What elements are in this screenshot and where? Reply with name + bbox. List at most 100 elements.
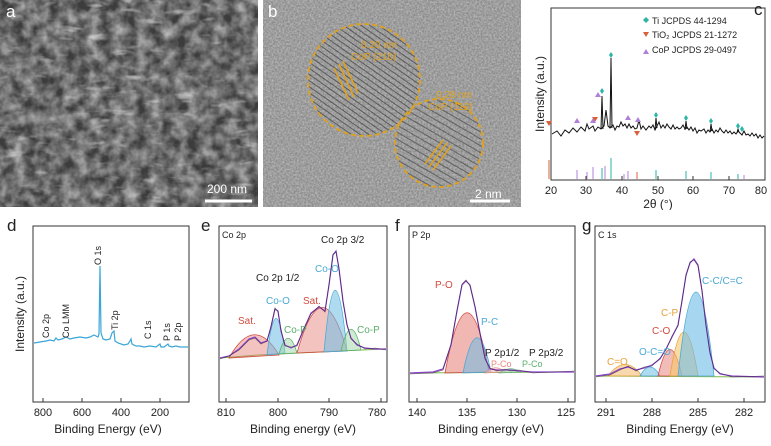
svg-text:60: 60 xyxy=(687,185,699,197)
panel-letter: f xyxy=(395,216,400,235)
x-axis-label: Binding energy (eV) xyxy=(438,422,544,436)
x-axis-label: Binding Energy (eV) xyxy=(54,422,161,436)
panel-b-hrtem-image: 0.20 nm CoP (210) 0.28 nm CoP (112) 2 nm… xyxy=(263,0,521,207)
legend-cop: CoP JCPDS 29-0497 xyxy=(652,45,737,55)
reference-sticks xyxy=(548,158,745,179)
svg-text:Co LMM: Co LMM xyxy=(61,304,71,338)
survey-spectrum xyxy=(33,265,188,348)
p2p-chart: 140 135 130 125 Binding energy (eV) P 2p… xyxy=(408,225,576,436)
svg-text:140: 140 xyxy=(408,407,426,419)
hrtem-micrograph: 0.20 nm CoP (210) 0.28 nm CoP (112) 2 nm xyxy=(263,0,521,207)
panel-letter: e xyxy=(201,216,211,235)
svg-text:P 2p3/2: P 2p3/2 xyxy=(529,348,564,359)
svg-text:800: 800 xyxy=(34,407,52,419)
svg-text:P 1s: P 1s xyxy=(162,323,172,341)
panel-d-xps-survey: 800 600 400 200 Binding Energy (eV) Inte… xyxy=(0,213,196,441)
svg-text:Co 2p 3/2: Co 2p 3/2 xyxy=(321,235,365,246)
chart-title: Co 2p xyxy=(222,230,246,240)
svg-text:Co-O: Co-O xyxy=(315,264,339,275)
panel-f-p2p: 140 135 130 125 Binding energy (eV) P 2p… xyxy=(393,213,579,441)
svg-text:P-O: P-O xyxy=(435,280,453,291)
panel-e-co2p: 810 800 790 780 Binding energy (eV) Co 2… xyxy=(199,213,393,441)
svg-text:O 1s: O 1s xyxy=(93,245,103,265)
peak-labels: C-C/C=C C-P C-O O-C=O C=O xyxy=(607,276,743,368)
svg-text:P 2p1/2: P 2p1/2 xyxy=(485,348,520,359)
svg-text:200: 200 xyxy=(151,407,169,419)
svg-text:135: 135 xyxy=(458,407,476,419)
chart-title: C 1s xyxy=(598,230,617,240)
svg-text:30: 30 xyxy=(580,185,592,197)
panel-letter: c xyxy=(754,0,763,19)
x-axis-label: 2θ (°) xyxy=(643,197,672,210)
x-axis-label: Binding Energy (eV) xyxy=(626,422,733,436)
svg-text:C-O: C-O xyxy=(652,326,671,337)
svg-text:Sat.: Sat. xyxy=(303,296,321,307)
svg-text:790: 790 xyxy=(320,407,338,419)
x-tick-labels: 800 600 400 200 xyxy=(34,407,169,419)
legend: Ti JCPDS 44-1294 TiO₂ JCPDS 21-1272 CoP … xyxy=(643,16,737,55)
legend-ti: Ti JCPDS 44-1294 xyxy=(652,16,727,26)
x-tick-labels: 20 30 40 50 60 70 80 xyxy=(545,185,767,197)
panel-g-c1s: 291 288 285 282 Binding Energy (eV) C 1s… xyxy=(580,213,771,441)
svg-text:40: 40 xyxy=(616,185,628,197)
peak-labels: P-O P-C P 2p1/2 P 2p3/2 P-Co P-Co xyxy=(435,280,564,369)
x-tick-labels: 291 288 285 282 xyxy=(597,407,753,419)
svg-text:400: 400 xyxy=(112,407,130,419)
lattice-plane-2: CoP (112) xyxy=(428,102,473,113)
svg-text:C-C/C=C: C-C/C=C xyxy=(702,276,743,287)
svg-text:800: 800 xyxy=(269,407,287,419)
xrd-chart: 20 30 40 50 60 70 80 2θ (°) Intensity (a… xyxy=(533,7,767,211)
panel-letter: g xyxy=(582,216,592,235)
panel-a-sem-image: a 200 nm xyxy=(0,0,258,207)
xrd-pattern xyxy=(551,109,765,139)
legend-tio2: TiO₂ JCPDS 21-1272 xyxy=(652,30,737,40)
svg-text:20: 20 xyxy=(545,185,557,197)
svg-text:780: 780 xyxy=(368,407,386,419)
panel-letter: b xyxy=(268,2,278,21)
lattice-plane-1: CoP (210) xyxy=(351,52,396,63)
svg-text:P-Co: P-Co xyxy=(522,359,543,369)
svg-text:P 2p: P 2p xyxy=(173,323,183,341)
svg-text:P-Co: P-Co xyxy=(491,359,512,369)
x-axis-label: Binding energy (eV) xyxy=(250,422,356,436)
sem-micrograph xyxy=(0,0,258,207)
lattice-spacing-2: 0.28 nm xyxy=(436,90,472,101)
peak-labels: Co 2p 3/2 Co 2p 1/2 Co-O Co-O Sat. Sat. … xyxy=(238,235,380,336)
svg-text:Co 2p: Co 2p xyxy=(41,314,51,338)
svg-text:50: 50 xyxy=(652,185,664,197)
panel-letter: d xyxy=(7,216,17,235)
panel-c-xrd: 20 30 40 50 60 70 80 2θ (°) Intensity (a… xyxy=(521,0,771,211)
svg-text:Co-O: Co-O xyxy=(266,296,290,307)
grain-outline-1 xyxy=(307,23,421,137)
y-axis-label: Intensity (a.u.) xyxy=(13,276,27,352)
svg-text:288: 288 xyxy=(643,407,661,419)
c1s-chart: 291 288 285 282 Binding Energy (eV) C 1s… xyxy=(594,225,766,436)
svg-text:70: 70 xyxy=(723,185,735,197)
xrd-peak-markers xyxy=(546,52,744,136)
y-axis-label: Intensity (a.u.) xyxy=(533,56,547,132)
scale-label: 200 nm xyxy=(207,182,248,196)
svg-text:O-C=O: O-C=O xyxy=(639,347,671,358)
co2p-chart: 810 800 790 780 Binding energy (eV) Co 2… xyxy=(217,225,388,436)
grain-outline-2 xyxy=(394,98,484,188)
svg-text:C=O: C=O xyxy=(607,357,628,368)
lattice-spacing-1: 0.20 nm xyxy=(361,40,397,51)
svg-text:130: 130 xyxy=(508,407,526,419)
svg-text:125: 125 xyxy=(557,407,575,419)
svg-text:C-P: C-P xyxy=(661,308,679,319)
svg-text:C 1s: C 1s xyxy=(143,320,153,339)
svg-text:Co-P: Co-P xyxy=(284,325,307,336)
xps-survey-chart: 800 600 400 200 Binding Energy (eV) Inte… xyxy=(13,225,190,436)
svg-text:Co-P: Co-P xyxy=(357,325,380,336)
x-tick-labels: 140 135 130 125 xyxy=(408,407,575,419)
cc-component xyxy=(677,291,715,377)
scale-label: 2 nm xyxy=(475,187,502,201)
svg-text:600: 600 xyxy=(73,407,91,419)
svg-text:Sat.: Sat. xyxy=(238,316,256,327)
svg-text:Ti 2p: Ti 2p xyxy=(110,310,120,330)
svg-text:285: 285 xyxy=(689,407,707,419)
svg-text:80: 80 xyxy=(755,185,767,197)
svg-text:282: 282 xyxy=(735,407,753,419)
peak-labels: Co 2p Co LMM O 1s Ti 2p C 1s P 1s P 2p xyxy=(41,245,183,341)
svg-text:810: 810 xyxy=(217,407,235,419)
